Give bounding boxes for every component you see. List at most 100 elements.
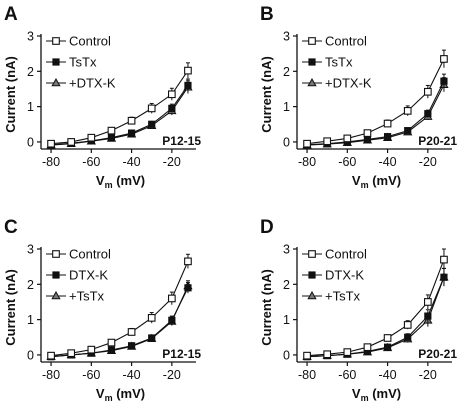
series-open-square — [47, 62, 192, 148]
legend-label: Control — [69, 247, 111, 262]
legend-marker — [52, 250, 60, 258]
legend-marker — [308, 37, 316, 45]
y-tick-label: 0 — [283, 135, 290, 149]
data-point — [127, 129, 136, 137]
data-point — [147, 314, 156, 322]
data-point — [87, 345, 96, 354]
legend-marker — [51, 77, 61, 87]
x-axis-label-sub: m — [105, 393, 113, 403]
data-point — [303, 139, 311, 148]
legend-marker — [307, 77, 317, 87]
y-tick-label: 2 — [283, 65, 290, 79]
x-axis-label: Vm (mV) — [352, 386, 401, 403]
data-point — [323, 350, 332, 359]
legend-marker — [52, 37, 60, 45]
x-tick-label: -20 — [163, 368, 181, 382]
x-axis-label-main: V — [352, 173, 361, 188]
data-point — [184, 66, 192, 75]
y-tick-label: 2 — [283, 278, 290, 292]
data-point — [424, 312, 432, 320]
legend-label: +DTX-K — [325, 76, 372, 91]
data-point — [440, 255, 448, 264]
data-point — [383, 343, 392, 351]
data-point — [404, 333, 412, 341]
data-point — [440, 77, 448, 85]
data-point — [127, 342, 136, 350]
x-axis-label-main: V — [96, 386, 105, 401]
data-point — [148, 120, 156, 128]
data-point — [423, 298, 432, 306]
x-tick-label: -20 — [419, 368, 437, 382]
x-axis-label-unit: (mV) — [369, 173, 402, 188]
y-tick-label: 0 — [27, 348, 34, 362]
data-point — [87, 133, 96, 142]
x-axis-label-sub: m — [105, 180, 113, 190]
legend-label: Control — [69, 34, 111, 49]
x-axis-label-main: V — [96, 173, 105, 188]
data-point — [343, 134, 352, 143]
legend-label: DTX-K — [69, 268, 108, 283]
age-label: P20-21 — [418, 134, 457, 148]
age-label: P12-15 — [162, 347, 201, 361]
data-point — [363, 129, 372, 137]
x-tick-label: -60 — [82, 155, 100, 169]
x-axis-label-main: V — [352, 386, 361, 401]
x-tick-label: -60 — [82, 368, 100, 382]
legend-label: +DTX-K — [69, 76, 116, 91]
data-point — [107, 338, 116, 347]
x-tick-label: -20 — [163, 155, 181, 169]
data-point — [107, 134, 116, 142]
y-tick-label: 2 — [27, 278, 34, 292]
data-point — [167, 90, 176, 99]
data-point — [47, 351, 55, 360]
series-line — [306, 58, 445, 145]
data-point — [440, 55, 448, 63]
x-axis-label: Vm (mV) — [352, 173, 401, 190]
x-tick-label: -40 — [123, 155, 141, 169]
legend: Control DTX-K +TsTx — [302, 247, 367, 304]
data-point — [168, 104, 176, 112]
x-tick-label: -40 — [123, 368, 141, 382]
data-point — [343, 348, 352, 356]
data-point — [148, 334, 156, 342]
legend-marker — [308, 250, 316, 258]
y-tick-label: 1 — [283, 313, 290, 327]
series-open-square — [47, 253, 192, 360]
legend-marker — [52, 58, 60, 66]
age-label: P12-15 — [162, 134, 201, 148]
y-axis-label: Current (nA) — [259, 56, 274, 133]
x-tick-label: -60 — [338, 368, 356, 382]
legend-label: TsTx — [325, 55, 353, 70]
data-point — [424, 110, 432, 118]
x-tick-label: -40 — [379, 368, 397, 382]
data-point — [67, 138, 76, 146]
y-axis-label: Current (nA) — [3, 56, 18, 133]
legend-marker — [307, 290, 317, 300]
y-tick-label: 1 — [27, 100, 34, 114]
data-point — [403, 107, 412, 115]
y-tick-label: 2 — [27, 65, 34, 79]
y-tick-label: 3 — [283, 243, 290, 257]
panel-letter: A — [4, 4, 18, 25]
x-axis-label-sub: m — [361, 393, 369, 403]
y-tick-label: 0 — [283, 348, 290, 362]
data-point — [107, 346, 116, 354]
x-tick-label: -80 — [298, 368, 316, 382]
data-point — [363, 135, 372, 144]
legend-label: +TsTx — [69, 289, 105, 304]
data-point — [404, 127, 412, 135]
data-point — [184, 81, 192, 90]
x-axis-label-unit: (mV) — [113, 386, 146, 401]
x-tick-label: -40 — [379, 155, 397, 169]
data-point — [168, 316, 176, 324]
panel-letter: B — [260, 4, 274, 25]
panel-letter: D — [260, 217, 274, 238]
legend-label: DTX-K — [325, 268, 364, 283]
x-tick-label: -80 — [42, 368, 60, 382]
chart-panel-a: A 0 1 2 3 -80 -60 -40 -20 Current (nA) Vm (mV) P12-… — [3, 4, 201, 190]
data-point — [47, 139, 55, 148]
x-tick-label: -60 — [338, 155, 356, 169]
data-point — [403, 321, 412, 329]
legend: Control TsTx +DTX-K — [302, 34, 372, 91]
data-point — [184, 257, 192, 266]
